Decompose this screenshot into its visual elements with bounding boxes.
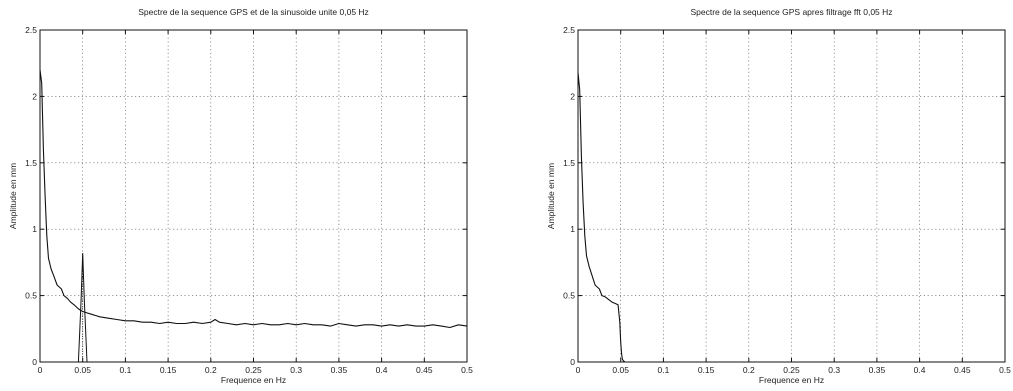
x-tick-label: 0.15 (698, 365, 715, 375)
x-tick-label: 0.4 (376, 365, 388, 375)
x-tick-label: 0.5 (999, 365, 1011, 375)
y-tick-label: 1.5 (563, 158, 575, 168)
y-tick-label: 1.5 (25, 158, 37, 168)
sinusoid-peak-line (77, 253, 88, 363)
x-tick-label: 0.1 (119, 365, 131, 375)
x-tick-label: 0.05 (74, 365, 91, 375)
x-tick-label: 0.45 (954, 365, 971, 375)
chart-2: 0 0.05 0.1 0.15 0.2 0.25 0.3 0.35 0.4 0.45 0.5 0 0.5… (546, 7, 1011, 385)
x-tick-label: 0 (576, 365, 581, 375)
y-tick-label: 2 (32, 91, 37, 101)
y-tick-label: 0.5 (563, 291, 575, 301)
x-axis-label: Frequence en Hz (221, 375, 286, 385)
x-tick-label: 0.2 (743, 365, 755, 375)
y-axis-label: Amplitude en mm (8, 163, 18, 229)
x-tick-label: 0.4 (914, 365, 926, 375)
spectrum-line (39, 69, 468, 329)
chart-title: Spectre de la sequence GPS et de la sinu… (138, 7, 369, 17)
x-axis-label: Frequence en Hz (759, 375, 824, 385)
y-tick-label: 0 (570, 357, 575, 367)
y-tick-label: 1 (570, 224, 575, 234)
x-tick-label: 0.15 (160, 365, 177, 375)
x-tick-label: 0 (38, 365, 43, 375)
y-tick-label: 2.5 (25, 25, 37, 35)
x-tick-label: 0.3 (290, 365, 302, 375)
spectrum-line (577, 72, 1005, 363)
x-tick-label: 0.35 (869, 365, 886, 375)
x-tick-label: 0.05 (612, 365, 629, 375)
x-tick-label: 0.5 (461, 365, 473, 375)
x-tick-label: 0.25 (783, 365, 800, 375)
x-tick-label: 0.1 (657, 365, 669, 375)
y-tick-label: 0.5 (25, 291, 37, 301)
chart-title: Spectre de la sequence GPS apres filtrag… (690, 7, 892, 17)
x-tick-label: 0.2 (205, 365, 217, 375)
y-tick-label: 2 (570, 91, 575, 101)
y-tick-label: 2.5 (563, 25, 575, 35)
chart-1: 0 0.05 0.1 0.15 0.2 0.25 0.3 0.35 0.4 0.45 0.5 0 0.5… (8, 7, 473, 385)
x-tick-label: 0.35 (331, 365, 348, 375)
y-axis-label: Amplitude en mm (546, 163, 556, 229)
x-tick-label: 0.25 (245, 365, 262, 375)
y-tick-label: 0 (32, 357, 37, 367)
x-tick-label: 0.3 (828, 365, 840, 375)
y-tick-label: 1 (32, 224, 37, 234)
x-tick-label: 0.45 (416, 365, 433, 375)
